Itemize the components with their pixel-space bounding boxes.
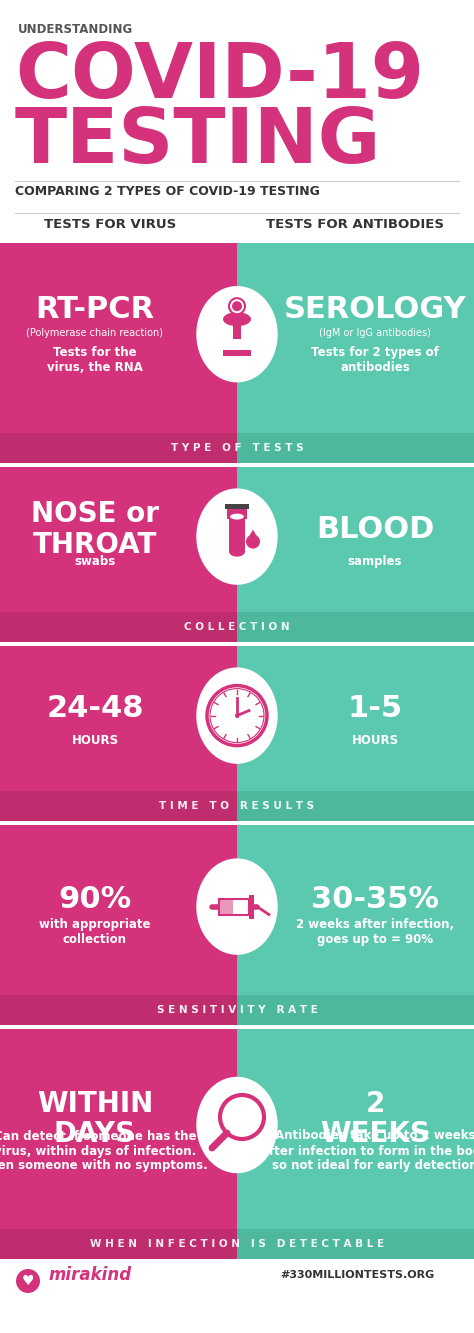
Bar <box>0 612 237 643</box>
Ellipse shape <box>197 668 277 762</box>
Text: TESTING: TESTING <box>15 105 382 179</box>
Bar <box>249 894 254 918</box>
Bar <box>237 994 474 1025</box>
Bar <box>237 433 474 463</box>
Text: COVID-19: COVID-19 <box>15 40 424 115</box>
Ellipse shape <box>197 287 277 381</box>
Bar <box>0 994 237 1025</box>
Text: Tests for the
virus, the RNA: Tests for the virus, the RNA <box>47 347 143 375</box>
Text: #330MILLIONTESTS.ORG: #330MILLIONTESTS.ORG <box>280 1270 434 1280</box>
Text: 30-35%: 30-35% <box>311 885 439 914</box>
Text: HOURS: HOURS <box>72 734 118 746</box>
Circle shape <box>207 685 267 745</box>
Text: UNDERSTANDING: UNDERSTANDING <box>18 23 133 36</box>
Text: BLOOD: BLOOD <box>316 515 434 544</box>
Bar <box>234 316 240 327</box>
Circle shape <box>16 1269 40 1293</box>
Text: 1-5: 1-5 <box>347 694 402 722</box>
Bar <box>237 1029 474 1258</box>
Text: Antibodies take up to 2 weeks
after infection to form in the body
so not ideal f: Antibodies take up to 2 weeks after infe… <box>261 1129 474 1173</box>
Text: NOSE or
THROAT: NOSE or THROAT <box>31 500 159 559</box>
Text: 24-48: 24-48 <box>46 694 144 722</box>
Circle shape <box>246 535 260 549</box>
Circle shape <box>229 299 245 315</box>
Circle shape <box>210 689 264 742</box>
Bar <box>0 433 237 463</box>
Text: T Y P E   O F   T E S T S: T Y P E O F T E S T S <box>171 443 303 453</box>
Bar <box>237 1229 474 1258</box>
Ellipse shape <box>197 1077 277 1173</box>
Text: 2
WEEKS: 2 WEEKS <box>320 1090 430 1148</box>
Circle shape <box>232 301 242 311</box>
Text: TESTS FOR VIRUS: TESTS FOR VIRUS <box>44 219 176 231</box>
Text: mirakind: mirakind <box>48 1266 131 1284</box>
Bar <box>0 825 237 1025</box>
Text: COMPARING 2 TYPES OF COVID-19 TESTING: COMPARING 2 TYPES OF COVID-19 TESTING <box>15 185 320 199</box>
Bar <box>0 1229 237 1258</box>
Ellipse shape <box>229 547 245 557</box>
Text: (Polymerase chain reaction): (Polymerase chain reaction) <box>27 328 164 339</box>
Text: C O L L E C T I O N: C O L L E C T I O N <box>184 623 290 632</box>
Text: TESTS FOR ANTIBODIES: TESTS FOR ANTIBODIES <box>266 219 444 231</box>
Circle shape <box>235 713 239 717</box>
Text: W H E N   I N F E C T I O N   I S   D E T E C T A B L E: W H E N I N F E C T I O N I S D E T E C … <box>90 1238 384 1249</box>
Text: RT-PCR: RT-PCR <box>36 296 155 324</box>
Text: SEROLOGY: SEROLOGY <box>283 296 466 324</box>
Bar <box>0 467 237 643</box>
Bar <box>0 243 237 463</box>
Bar <box>237 825 474 1025</box>
Bar <box>223 351 251 356</box>
Text: swabs: swabs <box>74 555 116 568</box>
Text: ♥: ♥ <box>22 1274 34 1288</box>
Bar <box>237 467 474 643</box>
Text: S E N S I T I V I T Y   R A T E: S E N S I T I V I T Y R A T E <box>156 1005 318 1014</box>
Bar <box>0 647 237 821</box>
Bar <box>237 243 474 463</box>
Text: with appropriate
collection: with appropriate collection <box>39 918 151 946</box>
Bar <box>237 612 474 643</box>
Circle shape <box>226 1101 258 1133</box>
Bar <box>229 517 245 552</box>
Text: Tests for 2 types of
antibodies: Tests for 2 types of antibodies <box>311 347 439 375</box>
Text: HOURS: HOURS <box>351 734 399 746</box>
Ellipse shape <box>197 858 277 954</box>
Text: 2 weeks after infection,
goes up to = 90%: 2 weeks after infection, goes up to = 90… <box>296 918 454 946</box>
Bar <box>219 898 249 914</box>
Bar <box>227 507 247 519</box>
Text: samples: samples <box>348 555 402 568</box>
Bar <box>0 1029 237 1258</box>
Text: WITHIN
DAYS: WITHIN DAYS <box>37 1090 153 1148</box>
Ellipse shape <box>197 489 277 584</box>
Bar <box>219 898 233 914</box>
Bar <box>237 647 474 821</box>
Text: T I M E   T O   R E S U L T S: T I M E T O R E S U L T S <box>159 801 315 810</box>
Bar <box>233 315 241 339</box>
Bar <box>237 790 474 821</box>
Text: (IgM or IgG antibodies): (IgM or IgG antibodies) <box>319 328 431 339</box>
Text: 90%: 90% <box>58 885 132 914</box>
Ellipse shape <box>223 312 251 327</box>
Ellipse shape <box>229 513 245 521</box>
Bar <box>225 504 249 509</box>
Bar <box>0 790 237 821</box>
Circle shape <box>220 1094 264 1138</box>
Text: Can detect if someone has the
virus, within days of infection.
Even someone with: Can detect if someone has the virus, wit… <box>0 1129 208 1173</box>
Polygon shape <box>246 529 260 541</box>
